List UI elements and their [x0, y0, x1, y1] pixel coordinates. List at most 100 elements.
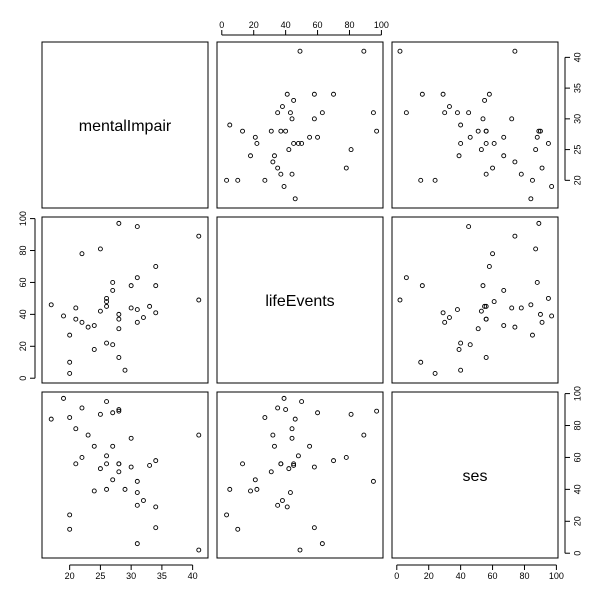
data-point — [348, 147, 354, 153]
data-point — [315, 134, 321, 140]
tick-label: 40 — [18, 309, 28, 319]
data-point — [254, 486, 260, 492]
data-point — [491, 140, 497, 146]
data-point — [153, 525, 159, 531]
data-point — [85, 324, 91, 330]
tick-label: 20 — [424, 571, 434, 581]
data-point — [311, 525, 317, 531]
data-point — [97, 308, 103, 314]
scatter-panel-lifeEvents-vs-mentalImpair — [216, 41, 384, 209]
data-point — [227, 122, 233, 128]
variable-label: ses — [463, 468, 488, 485]
data-point — [147, 462, 153, 468]
tick-label: 20 — [65, 571, 75, 581]
tick-label: 40 — [281, 20, 291, 30]
data-point — [491, 299, 497, 305]
data-point — [291, 97, 297, 103]
data-point — [91, 347, 97, 352]
data-point — [311, 91, 317, 97]
data-point — [67, 415, 73, 420]
data-point — [240, 461, 245, 467]
data-point — [289, 171, 295, 177]
scatter-panel-lifeEvents-vs-ses — [216, 391, 384, 559]
data-point — [480, 116, 486, 122]
data-point — [315, 410, 321, 416]
data-point — [110, 342, 116, 348]
data-point — [268, 469, 274, 475]
data-point — [466, 110, 472, 116]
data-point — [122, 486, 128, 492]
data-point — [279, 498, 285, 503]
data-point — [196, 297, 202, 303]
axis-bottom-mentalImpair: 20 25 30 35 40 — [65, 564, 198, 581]
tick-label: 35 — [157, 571, 167, 581]
data-point — [456, 153, 462, 159]
data-point — [467, 134, 473, 140]
tick-label: 20 — [18, 341, 28, 351]
data-point — [281, 184, 287, 189]
data-point — [454, 307, 460, 313]
data-point — [291, 140, 297, 146]
data-point — [235, 526, 241, 532]
tick-label: 0 — [572, 551, 582, 556]
data-point — [134, 478, 140, 484]
panel-frame — [41, 41, 209, 209]
data-point — [153, 264, 159, 269]
data-point — [283, 407, 289, 413]
data-point — [224, 177, 230, 183]
data-point — [110, 287, 116, 293]
data-point — [91, 443, 97, 449]
data-point — [490, 251, 496, 257]
data-point — [486, 91, 492, 97]
tick-label: 35 — [572, 83, 582, 93]
data-point — [533, 147, 539, 153]
data-point — [458, 340, 464, 346]
data-point — [501, 153, 507, 159]
data-point — [153, 310, 159, 316]
tick-label: 20 — [249, 20, 259, 30]
data-point — [537, 128, 543, 134]
data-point — [116, 407, 122, 413]
data-point — [73, 426, 79, 432]
data-point — [110, 279, 116, 285]
data-point — [534, 134, 540, 140]
data-point — [287, 110, 293, 116]
data-point — [361, 432, 367, 438]
data-point — [153, 283, 159, 289]
data-point — [196, 547, 202, 553]
data-point — [275, 502, 281, 508]
panel-frame — [216, 216, 384, 384]
tick-label: 40 — [188, 571, 198, 581]
data-point — [549, 313, 555, 319]
panel-frame — [216, 391, 384, 559]
data-point — [140, 315, 146, 321]
data-point — [343, 454, 349, 460]
data-point — [240, 128, 245, 134]
tick-label: 40 — [572, 484, 582, 494]
data-point — [483, 140, 489, 146]
tick-label: 60 — [18, 277, 28, 287]
data-point — [67, 332, 73, 338]
data-point — [147, 303, 153, 309]
panel-frame — [216, 41, 384, 209]
data-point — [73, 305, 79, 311]
diagonal-panel-ses: ses — [391, 391, 559, 559]
data-point — [536, 128, 542, 134]
data-point — [67, 512, 73, 518]
data-point — [478, 308, 484, 314]
data-point — [528, 196, 534, 202]
data-point — [536, 220, 542, 226]
data-point — [432, 177, 438, 183]
data-point — [447, 315, 452, 321]
data-point — [501, 323, 507, 328]
data-point — [397, 48, 403, 54]
data-point — [134, 307, 140, 313]
data-point — [270, 432, 276, 438]
data-point — [284, 504, 290, 510]
data-point — [403, 110, 409, 116]
data-point — [297, 547, 303, 553]
data-point — [128, 464, 134, 470]
tick-label: 100 — [549, 571, 564, 581]
tick-label: 80 — [572, 421, 582, 431]
data-point — [291, 461, 297, 467]
